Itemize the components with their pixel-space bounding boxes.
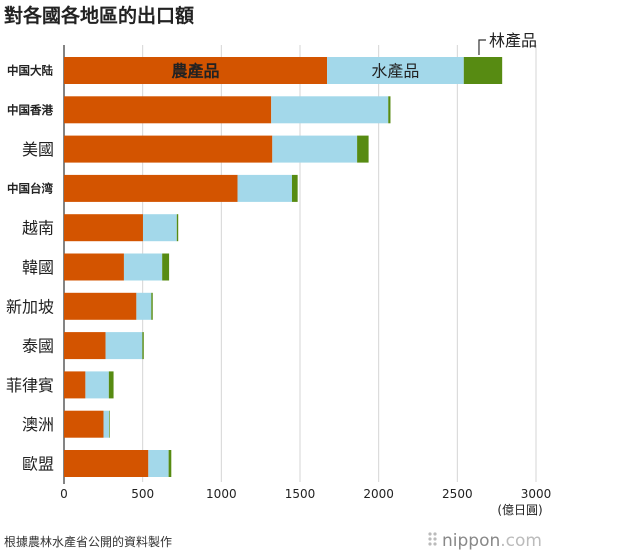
bar-segment-林產品	[388, 96, 391, 124]
bar-segment-水產品	[272, 135, 358, 163]
bar-segment-水產品	[136, 292, 152, 320]
bar-segment-水產品	[103, 410, 110, 438]
category-label: 菲律賓	[6, 376, 54, 395]
x-tick-label: 1000	[206, 487, 237, 501]
bar-segment-林產品	[291, 174, 298, 202]
bar-segment-水產品	[237, 174, 292, 202]
category-label: 韓國	[22, 258, 54, 277]
bar-segment-農產品	[64, 253, 124, 281]
legend-label: 水產品	[371, 62, 419, 81]
bar-segment-林產品	[142, 332, 144, 360]
category-label: 中国大陆	[7, 64, 53, 78]
legend-leader-line	[478, 39, 486, 55]
category-label: 中国香港	[7, 103, 53, 117]
legend-label: 林產品	[489, 31, 537, 50]
bar-segment-農產品	[64, 135, 273, 163]
bar-segment-農產品	[64, 57, 328, 84]
x-unit: (億日圓)	[497, 503, 542, 517]
bar-segment-水產品	[142, 214, 177, 242]
bar-segment-農產品	[64, 450, 149, 477]
bar-segment-農產品	[64, 332, 106, 360]
bar-segment-林產品	[162, 253, 170, 281]
bar-segment-林產品	[176, 214, 179, 242]
bar-segment-水產品	[85, 371, 109, 399]
source-note: 根據農林水產省公開的資料製作	[4, 534, 172, 549]
x-tick-label: 2000	[363, 487, 394, 501]
bar-segment-農產品	[64, 174, 238, 202]
bar-segment-水產品	[148, 450, 169, 477]
svg-text:nippon.com: nippon.com	[442, 531, 542, 551]
bar-segment-林產品	[168, 450, 172, 477]
x-tick-label: 1500	[285, 487, 316, 501]
bar-segment-農產品	[64, 410, 104, 438]
legend-label: 農產品	[172, 62, 220, 81]
category-label: 泰國	[22, 337, 54, 356]
bar-segment-林產品	[108, 371, 114, 399]
category-label: 中国台湾	[7, 181, 53, 195]
bar-segment-林產品	[463, 57, 503, 84]
bar-segment-水產品	[105, 332, 143, 360]
x-tick-label: 0	[60, 487, 68, 501]
category-label: 美國	[22, 140, 54, 159]
bar-segment-農產品	[64, 96, 272, 124]
category-label: 越南	[22, 219, 54, 238]
bar-segment-水產品	[123, 253, 163, 281]
x-tick-label: 2500	[442, 487, 473, 501]
bar-segment-林產品	[151, 292, 153, 320]
nippon-logo: nippon.com	[428, 531, 542, 551]
category-label: 澳洲	[22, 415, 54, 434]
chart-title: 對各國各地區的出口額	[4, 4, 194, 27]
bar-segment-林產品	[109, 410, 110, 438]
x-tick-label: 3000	[521, 487, 552, 501]
category-label: 歐盟	[22, 455, 54, 474]
bar-segment-農產品	[64, 292, 137, 320]
bar-segment-林產品	[357, 135, 369, 163]
bar-segment-農產品	[64, 214, 143, 242]
bar-segment-水產品	[327, 57, 464, 84]
bar-segment-水產品	[271, 96, 389, 124]
bar-segment-農產品	[64, 371, 86, 399]
category-label: 新加坡	[6, 297, 54, 316]
x-tick-label: 500	[131, 487, 154, 501]
